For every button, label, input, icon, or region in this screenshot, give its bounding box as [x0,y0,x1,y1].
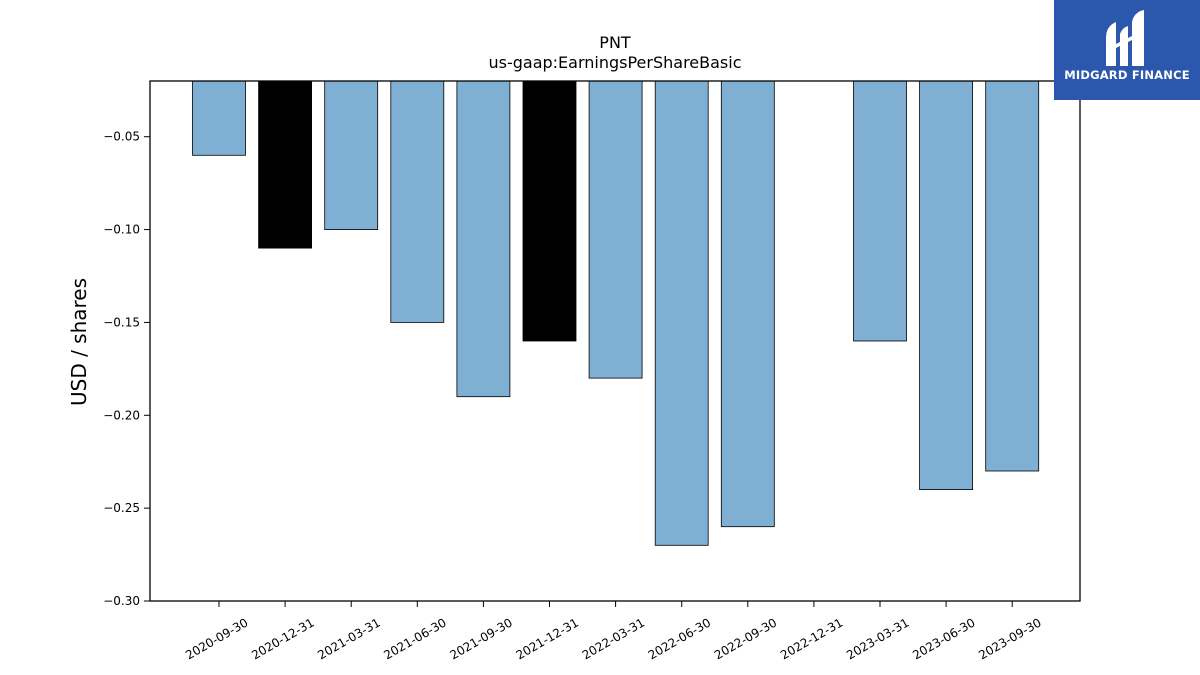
bars-group [192,80,1040,546]
x-tick-label: 2023-06-30 [910,615,977,662]
x-tick-label: 2022-06-30 [646,615,713,662]
bar-2022-09-30 [720,80,775,528]
bar-2021-06-30 [390,80,445,323]
bar-2021-09-30 [456,80,511,398]
y-tick-label: −0.15 [103,315,140,329]
y-axis-label: USD / shares [67,278,91,406]
x-tick-label: 2021-12-31 [514,615,581,662]
bar-2023-09-30 [985,80,1040,472]
chart-subtitle: us-gaap:EarningsPerShareBasic [488,53,741,72]
x-axis: 2020-09-302020-12-312021-03-312021-06-30… [183,601,1044,662]
x-tick-label: 2022-12-31 [778,615,845,662]
y-tick-label: −0.20 [103,408,140,422]
midgard-finance-logo: MIDGARD FINANCE [1054,0,1200,100]
bar-2022-03-31 [588,80,643,379]
logo-mark-icon [1106,10,1144,66]
bar-2023-03-31 [853,80,907,342]
x-tick-label: 2020-12-31 [249,615,316,662]
bar-2021-03-31 [324,80,379,231]
bar-2023-06-30 [919,80,973,491]
y-tick-label: −0.30 [103,594,140,608]
x-tick-label: 2021-09-30 [447,615,514,662]
y-axis: −0.05 −0.10 −0.15 −0.20 −0.25 −0.30 [103,130,150,608]
x-tick-label: 2022-09-30 [712,615,779,662]
plot-frame [149,80,1081,602]
bar-2020-12-31 [258,80,313,249]
x-tick-label: 2021-06-30 [381,615,448,662]
x-tick-label: 2023-03-31 [844,615,911,662]
y-tick-label: −0.05 [103,130,140,144]
bar-2022-06-30 [654,80,709,546]
x-tick-label: 2022-03-31 [580,615,647,662]
logo-text: MIDGARD FINANCE [1064,68,1190,82]
y-tick-label: −0.10 [103,223,140,237]
bar-2020-09-30 [192,80,246,156]
y-tick-label: −0.25 [103,501,140,515]
bar-2021-12-31 [522,80,577,342]
x-tick-label: 2020-09-30 [183,615,250,662]
chart-title: PNT [599,33,631,52]
x-tick-label: 2023-09-30 [976,615,1043,662]
x-tick-label: 2021-03-31 [315,615,382,662]
